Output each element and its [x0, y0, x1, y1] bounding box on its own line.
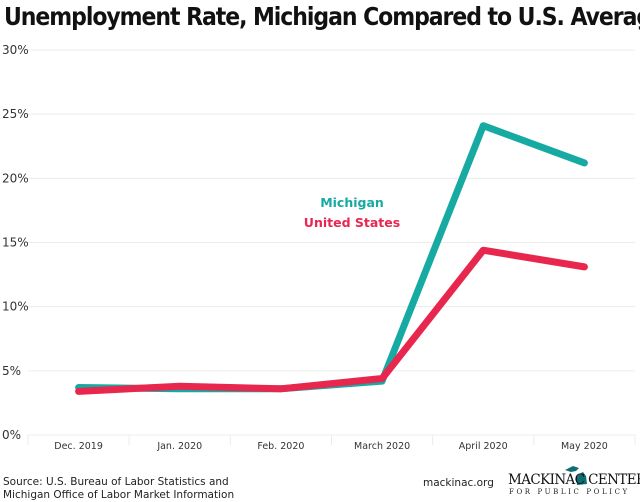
logo-name: MACKINAC CENTER	[508, 472, 640, 488]
y-tick-label: 30%	[2, 43, 29, 57]
x-tick-label: Jan. 2020	[156, 441, 202, 452]
x-tick-label: April 2020	[459, 441, 508, 452]
y-tick-label: 0%	[2, 428, 21, 442]
mackinac-logo: MACKINAC CENTER FOR PUBLIC POLICY	[508, 467, 638, 499]
source-line-1: Source: U.S. Bureau of Labor Statistics …	[3, 476, 234, 489]
line-chart: 0% 5% 10% 15% 20% 25% 30% Dec. 2019 Jan. 2020 Feb…	[0, 0, 640, 470]
y-tick-label: 15%	[2, 236, 29, 250]
site-url[interactable]: mackinac.org	[423, 477, 494, 489]
y-tick-label: 5%	[2, 364, 21, 378]
series-line-united-states	[79, 250, 585, 391]
logo-subtitle: FOR PUBLIC POLICY	[509, 488, 630, 497]
legend-label: Michigan	[320, 195, 384, 210]
x-tick-label: Feb. 2020	[257, 441, 304, 452]
x-tick-label: Dec. 2019	[54, 441, 103, 452]
x-tick-label: March 2020	[354, 441, 410, 452]
source-note: Source: U.S. Bureau of Labor Statistics …	[3, 476, 234, 502]
y-tick-label: 20%	[2, 171, 29, 185]
legend-label: United States	[304, 215, 400, 230]
source-line-2: Michigan Office of Labor Market Informat…	[3, 489, 234, 502]
y-tick-label: 10%	[2, 300, 29, 314]
x-tick-label: May 2020	[561, 441, 608, 452]
y-tick-label: 25%	[2, 107, 29, 121]
